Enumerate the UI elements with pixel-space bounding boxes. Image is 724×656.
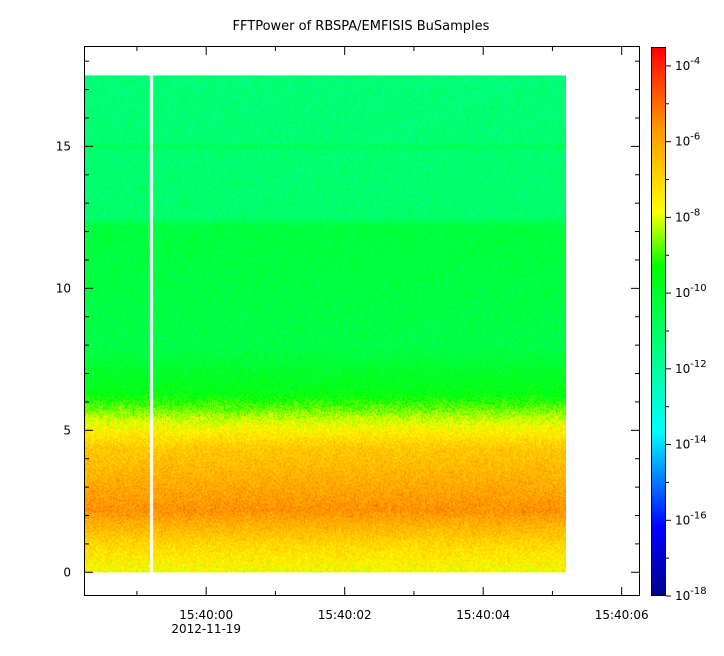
colorbar-tick-label: 10-6 (675, 132, 700, 149)
colorbar-tick-label: 10-10 (675, 283, 707, 300)
plot-frame (84, 46, 640, 596)
spectrogram-heatmap (85, 75, 566, 573)
y-tick-label: 0 (63, 565, 71, 579)
y-tick-label: 10 (56, 281, 71, 295)
y-tick-label: 5 (63, 423, 71, 437)
x-tick-label: 15:40:00 (179, 608, 233, 622)
chart-title: FFTPower of RBSPA/EMFISIS BuSamples (233, 19, 490, 34)
heatmap-raster (85, 75, 566, 573)
colorbar-gradient (651, 47, 666, 596)
colorbar-tick-label: 10-16 (675, 510, 707, 527)
y-axis: 0 5 10 15 (56, 60, 639, 579)
colorbar-tick-label: 10-12 (675, 359, 707, 376)
colorbar-tick-label: 10-14 (675, 435, 707, 452)
colorbar-tick-label: 10-4 (675, 56, 700, 73)
colorbar-ticks: 10-4 10-6 10-8 10-10 10-12 10-14 10-16 10-18 (666, 56, 707, 603)
x-tick-label: 15:40:04 (456, 608, 510, 622)
colorbar-frame (651, 47, 666, 596)
colorbar: 10-4 10-6 10-8 10-10 10-12 10-14 10-16 10-18 (651, 47, 707, 603)
x-tick-label: 15:40:02 (318, 608, 372, 622)
x-tick-label: 15:40:06 (595, 608, 649, 622)
colorbar-tick-label: 10-8 (675, 207, 700, 224)
x-tick-date-label: 2012-11-19 (171, 622, 241, 636)
colorbar-tick-label: 10-18 (675, 586, 707, 603)
y-tick-label: 15 (56, 139, 71, 153)
